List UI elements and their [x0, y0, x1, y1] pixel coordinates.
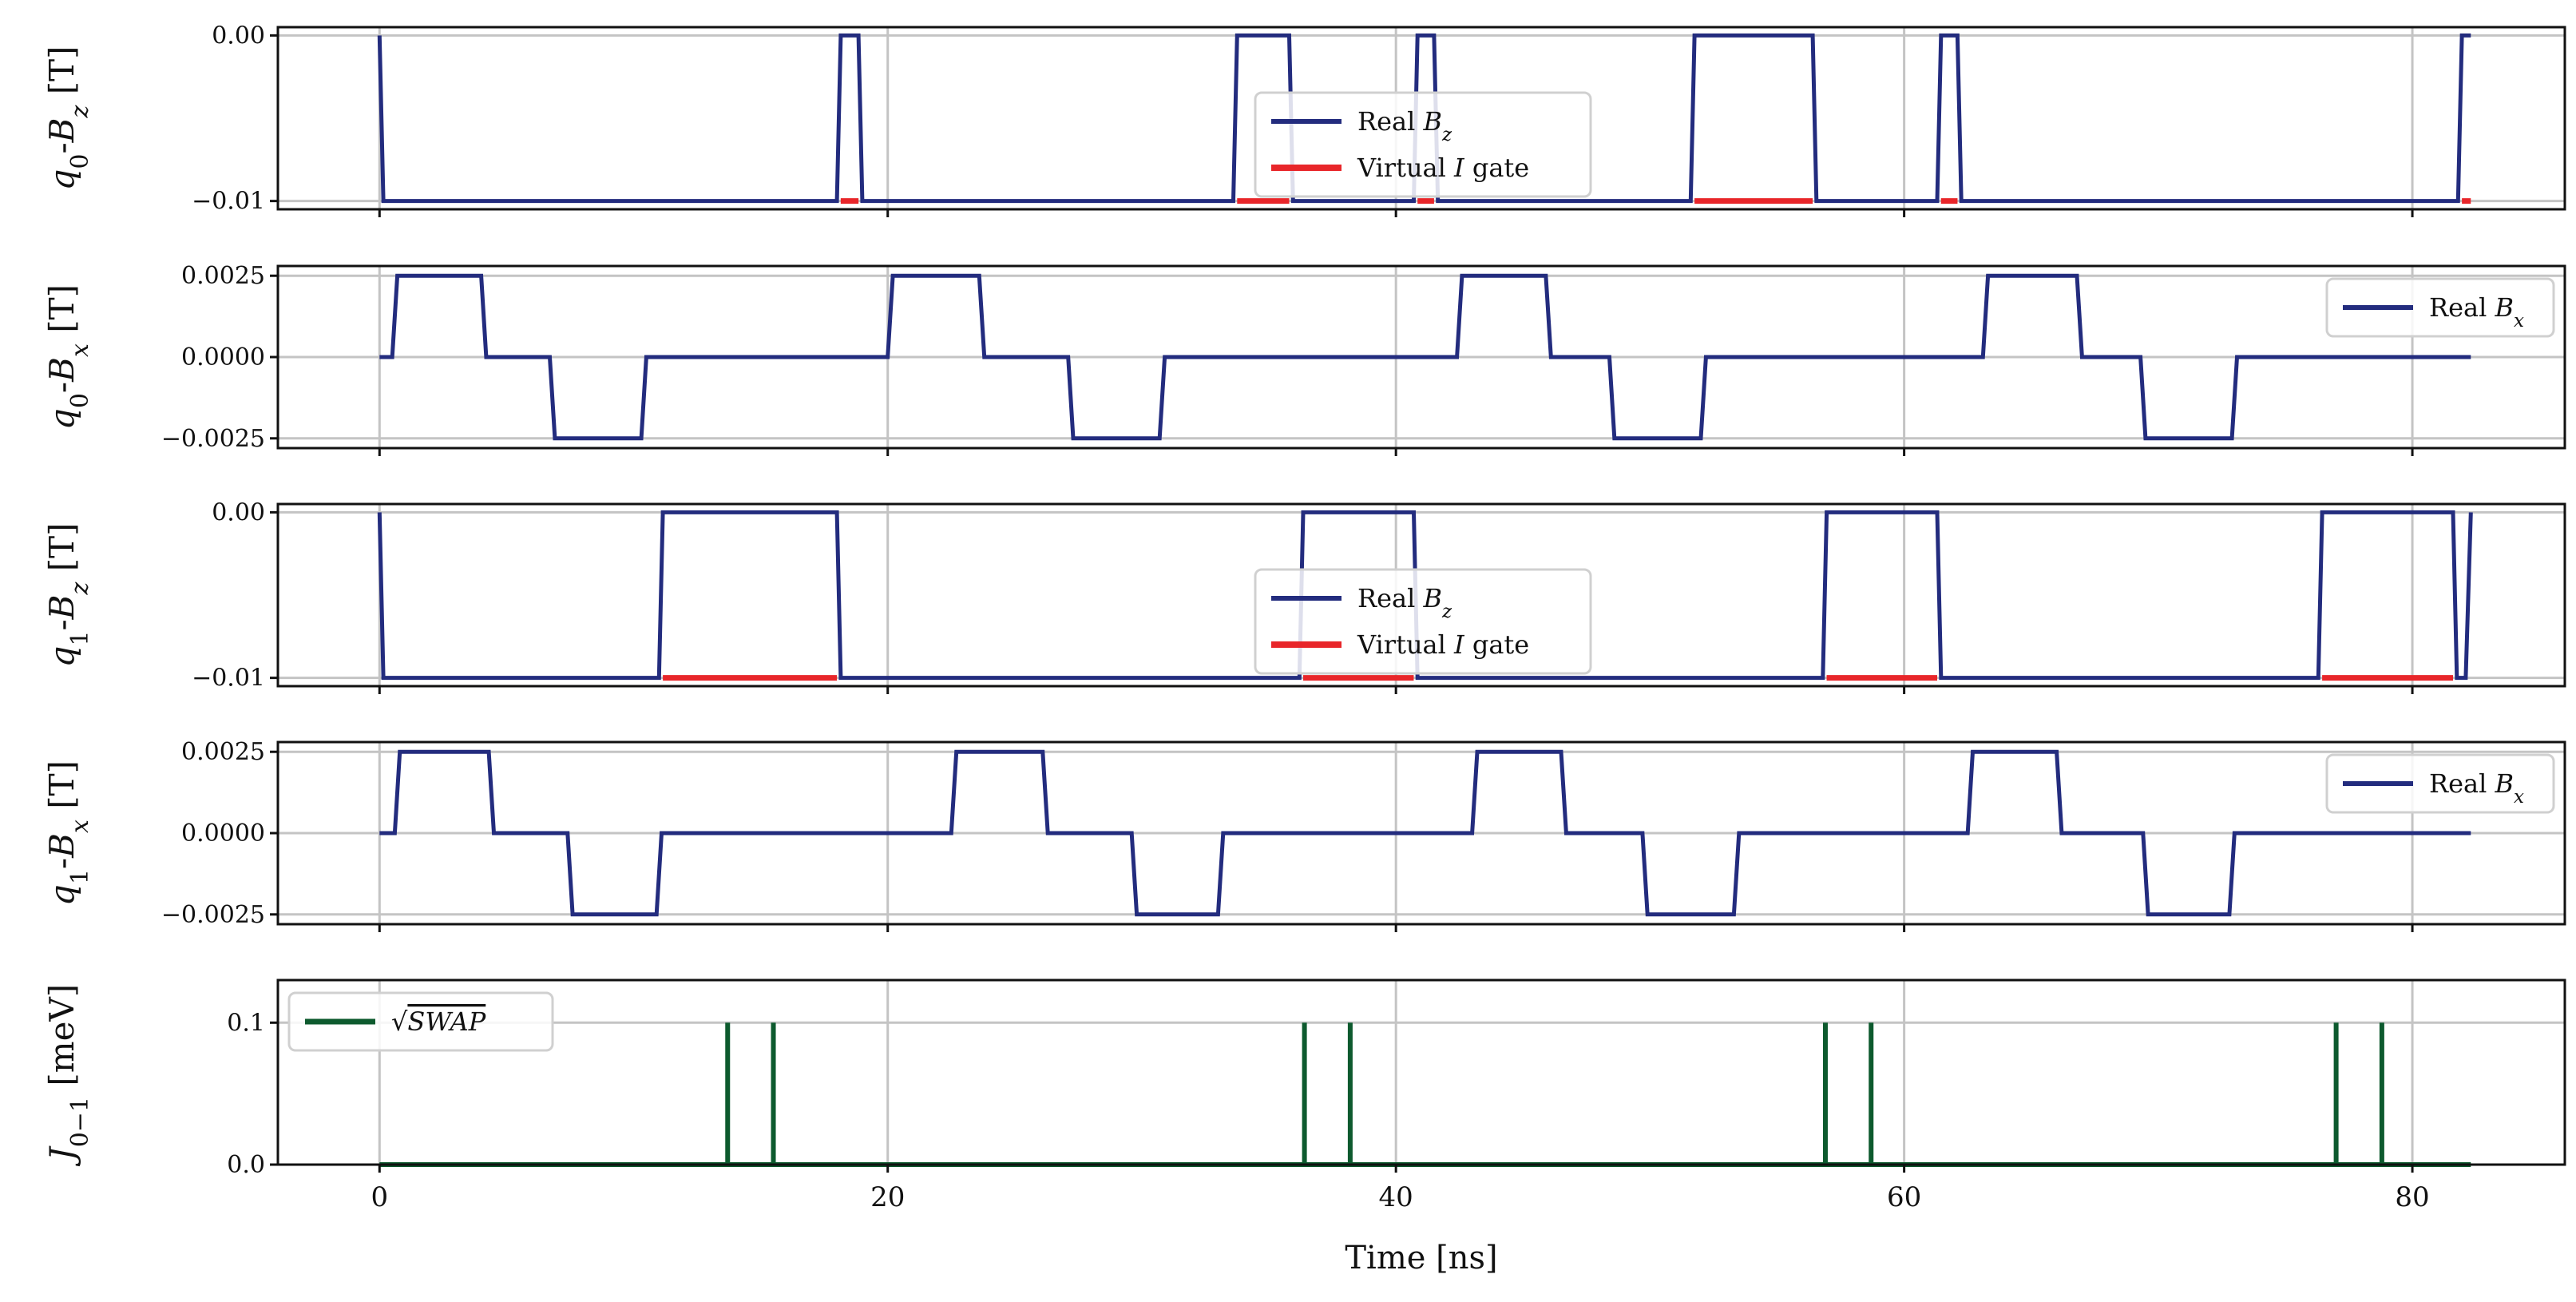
panel-q0x: 0.0025 0.0000 −0.0025 q0-Bx [T] Real Bx: [42, 262, 2566, 456]
series-line-q0x-0: [379, 273, 2471, 441]
legend-label: Real Bz: [1357, 106, 1452, 145]
swap-pulse: [1869, 1022, 1874, 1165]
legend-label: Real Bx: [2429, 292, 2524, 331]
swap-pulse: [1822, 1022, 1828, 1165]
swap-pulse: [2379, 1022, 2384, 1165]
swap-pulse: [1347, 1022, 1353, 1165]
y-axis-label: q1-Bz [T]: [42, 522, 94, 667]
legend-label: Virtual I gate: [1357, 629, 1529, 660]
x-tick-label: 80: [2395, 1181, 2429, 1213]
y-tick-label: 0.0000: [181, 343, 265, 371]
y-axis-label: q1-Bx [T]: [42, 760, 94, 906]
y-tick-label: 0.0025: [181, 262, 265, 290]
legend-label: Virtual I gate: [1357, 153, 1529, 183]
legend-label: √SWAP: [391, 1006, 486, 1037]
y-axis-label: J0−1 [meV]: [42, 984, 94, 1167]
x-axis: 0 20 40 60 80: [371, 1181, 2429, 1213]
legend-box: [2325, 277, 2555, 338]
y-axis-label: q0-Bx [T]: [42, 284, 94, 430]
y-tick-label: 0.0000: [181, 820, 265, 847]
x-tick-label: 0: [371, 1181, 388, 1213]
x-tick-label: 20: [870, 1181, 905, 1213]
panel-q1z: 0.00 −0.01 q1-Bz [T] Real Bz Virtual I gate: [42, 498, 2566, 694]
x-tick-label: 40: [1379, 1181, 1413, 1213]
legend-label: Real Bx: [2429, 768, 2524, 808]
panel-q1x: 0.0025 0.0000 −0.0025 q1-Bx [T] Real Bx: [42, 738, 2566, 932]
legend-box: [2325, 753, 2555, 814]
x-axis-label: Time [ns]: [1345, 1240, 1497, 1276]
legend-j01: √SWAP: [287, 991, 554, 1052]
legend-q1x: Real Bx: [2325, 753, 2555, 814]
y-tick-label: 0.0025: [181, 738, 265, 766]
y-tick-label: 0.1: [227, 1009, 265, 1037]
panel-frame: [276, 502, 2566, 688]
y-tick-label: −0.01: [192, 665, 265, 693]
legend-q1z: Real Bz Virtual I gate: [1254, 568, 1592, 675]
swap-pulse: [771, 1022, 776, 1165]
y-tick-label: 0.00: [212, 498, 265, 526]
y-tick-label: −0.01: [192, 188, 265, 216]
series-line-q1z-0: [377, 510, 2473, 681]
legend-q0x: Real Bx: [2325, 277, 2555, 338]
swap-pulse: [1302, 1022, 1307, 1165]
series-line-q1x-0: [379, 749, 2471, 917]
y-tick-label: 0.0: [227, 1151, 265, 1179]
panel-q0z: 0.00 −0.01 q0-Bz [T] Real Bz Virtual I gate: [42, 22, 2566, 217]
y-tick-label: −0.0025: [161, 901, 265, 929]
panel-frame: [276, 26, 2566, 211]
swap-pulse: [725, 1022, 731, 1165]
y-tick-label: −0.0025: [161, 425, 265, 453]
swap-pulse: [2333, 1022, 2339, 1165]
legend-label: Real Bz: [1357, 583, 1452, 622]
x-tick-label: 60: [1887, 1181, 1921, 1213]
legend-box: [287, 991, 554, 1052]
y-tick-label: 0.00: [212, 22, 265, 50]
panel-j01: 0.1 0.0 J0−1 [meV] √SWAP: [42, 978, 2566, 1179]
panel-frame: [276, 978, 2566, 1166]
legend-q0z: Real Bz Virtual I gate: [1254, 91, 1592, 198]
series-line-q0z-0: [377, 33, 2471, 204]
y-axis-label: q0-Bz [T]: [42, 46, 94, 190]
